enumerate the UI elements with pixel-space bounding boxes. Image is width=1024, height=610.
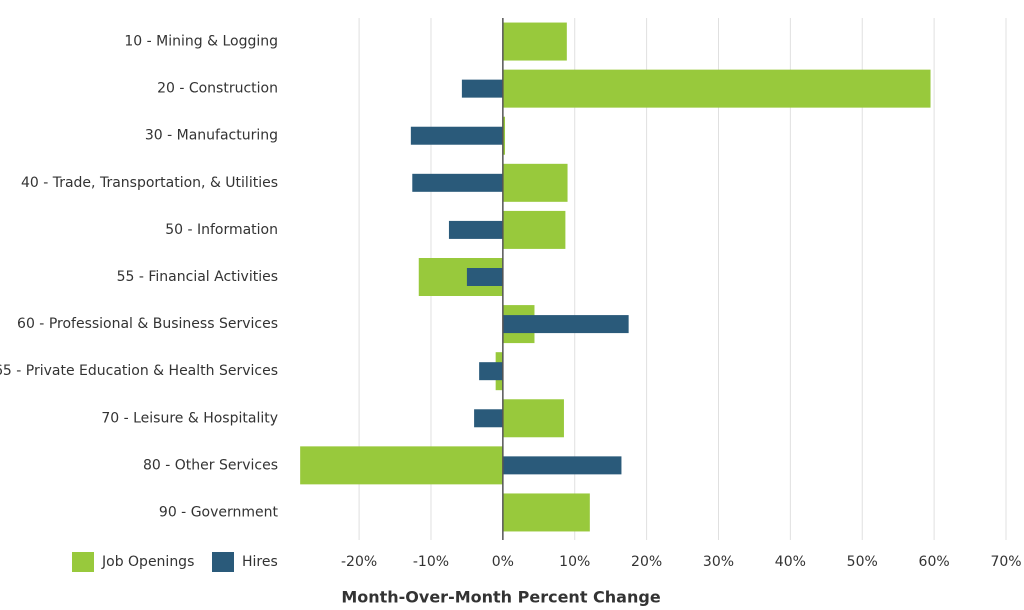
bar (502, 210, 566, 249)
x-tick-label: 60% (919, 554, 950, 570)
y-tick-label: 80 - Other Services (143, 457, 278, 473)
x-tick-label: 0% (492, 554, 514, 570)
y-tick-label: 10 - Mining & Logging (124, 34, 278, 50)
x-axis-title: Month-Over-Month Percent Change (341, 588, 661, 607)
bar (466, 268, 503, 286)
legend-label: Hires (242, 554, 278, 570)
bar (412, 173, 503, 192)
bar (448, 220, 503, 239)
bar (300, 446, 503, 485)
bar (502, 493, 590, 532)
bar (474, 409, 503, 428)
y-tick-label: 90 - Government (159, 504, 279, 520)
x-tick-label: -10% (413, 554, 449, 570)
bar (461, 79, 503, 98)
y-tick-label: 55 - Financial Activities (117, 269, 278, 285)
x-tick-label: 30% (703, 554, 734, 570)
x-tick-label: 10% (559, 554, 590, 570)
legend-label: Job Openings (101, 554, 194, 570)
bar (502, 22, 567, 61)
y-tick-label: 30 - Manufacturing (145, 128, 278, 144)
x-tick-label: 40% (775, 554, 806, 570)
bar (502, 69, 931, 108)
y-tick-label: 40 - Trade, Transportation, & Utilities (21, 175, 278, 191)
x-tick-label: 50% (847, 554, 878, 570)
bar (502, 315, 629, 334)
bar (479, 362, 503, 381)
x-tick-label: 70% (990, 554, 1021, 570)
x-tick-label: 20% (631, 554, 662, 570)
bar (410, 126, 503, 145)
bar (502, 163, 568, 202)
bar (502, 399, 564, 438)
y-tick-label: 70 - Leisure & Hospitality (101, 410, 278, 426)
y-tick-label: 50 - Information (165, 222, 278, 238)
legend-swatch (72, 552, 94, 572)
legend-swatch (212, 552, 234, 572)
bar (502, 116, 506, 155)
x-tick-label: -20% (341, 554, 377, 570)
bar (502, 456, 622, 475)
y-tick-label: 20 - Construction (157, 81, 278, 97)
y-tick-label: 65 - Private Education & Health Services (0, 363, 278, 379)
y-tick-label: 60 - Professional & Business Services (17, 316, 278, 332)
